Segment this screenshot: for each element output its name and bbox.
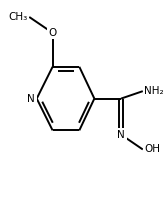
Text: O: O — [48, 28, 57, 38]
Text: CH₃: CH₃ — [8, 12, 28, 22]
Text: OH: OH — [144, 144, 160, 155]
Text: NH₂: NH₂ — [144, 86, 164, 96]
Text: N: N — [27, 93, 35, 104]
Text: N: N — [117, 130, 125, 140]
